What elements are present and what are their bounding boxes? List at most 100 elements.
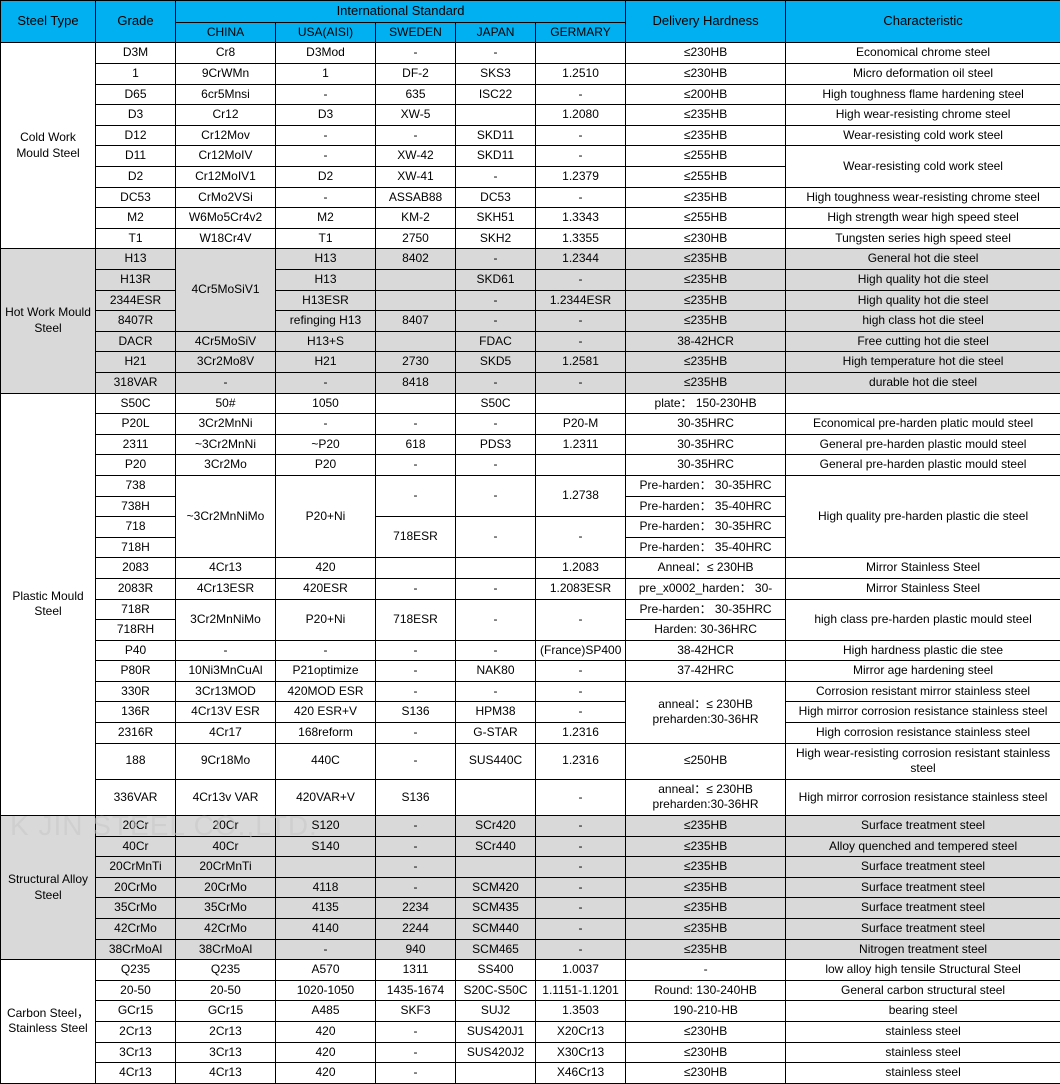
sweden-cell: - — [376, 877, 456, 898]
usa-cell: - — [276, 414, 376, 435]
china-cell: 9CrWMn — [176, 64, 276, 85]
hardness-cell: ≤235HB — [626, 311, 786, 332]
table-row: H13RH13SKD61-≤235HBHigh quality hot die … — [1, 270, 1060, 291]
usa-cell — [276, 857, 376, 878]
germany-cell: - — [536, 919, 626, 940]
char-cell: Surface treatment steel — [786, 857, 1060, 878]
hardness-cell: ≤235HB — [626, 352, 786, 373]
grade-cell: 2Cr13 — [96, 1021, 176, 1042]
grade-cell: D3 — [96, 105, 176, 126]
sweden-cell: - — [376, 125, 456, 146]
usa-cell: 168reform — [276, 723, 376, 744]
grade-cell: M2 — [96, 208, 176, 229]
hardness-cell: ≤230HB — [626, 43, 786, 64]
sweden-cell: XW-42 — [376, 146, 456, 167]
hardness-cell: ≤235HB — [626, 125, 786, 146]
table-row: 2083R4Cr13ESR420ESR--1.2083ESRpre_x0002_… — [1, 578, 1060, 599]
hardness-cell: ≤235HB — [626, 816, 786, 837]
germany-cell: - — [536, 187, 626, 208]
col-usa: USA(AISI) — [276, 22, 376, 43]
japan-cell: NAK80 — [456, 661, 536, 682]
table-row: H213Cr2Mo8VH212730SKD51.2581≤235HBHigh t… — [1, 352, 1060, 373]
china-cell: 4Cr17 — [176, 723, 276, 744]
germany-cell: - — [536, 146, 626, 167]
sweden-cell: - — [376, 816, 456, 837]
col-intl: International Standard — [176, 1, 626, 23]
grade-cell: 4Cr13 — [96, 1063, 176, 1084]
char-cell: Mirror Stainless Steel — [786, 578, 1060, 599]
germany-cell: 1.2316 — [536, 723, 626, 744]
japan-cell: SKH2 — [456, 228, 536, 249]
hardness-cell: ≤235HB — [626, 857, 786, 878]
china-cell: Q235 — [176, 960, 276, 981]
usa-cell: H13 — [276, 249, 376, 270]
germany-cell: 1.2083 — [536, 558, 626, 579]
sweden-cell: 2750 — [376, 228, 456, 249]
japan-cell: SKH51 — [456, 208, 536, 229]
grade-cell: 20CrMo — [96, 877, 176, 898]
table-row: P40----(France)SP40038-42HCRHigh hardnes… — [1, 640, 1060, 661]
hardness-cell: ≤235HB — [626, 249, 786, 270]
grade-cell: 188 — [96, 743, 176, 779]
china-cell: 6cr5Mnsi — [176, 84, 276, 105]
usa-cell: 420ESR — [276, 578, 376, 599]
table-row: D656cr5Mnsi-635ISC22-≤200HBHigh toughnes… — [1, 84, 1060, 105]
japan-cell: SCM465 — [456, 939, 536, 960]
china-cell: W6Mo5Cr4v2 — [176, 208, 276, 229]
grade-cell: P20 — [96, 455, 176, 476]
germany-cell: - — [536, 702, 626, 723]
japan-cell: HPM38 — [456, 702, 536, 723]
hardness-cell: anneal：≤ 230HB preharden:30-36HR — [626, 779, 786, 815]
sweden-cell: - — [376, 578, 456, 599]
usa-cell: - — [276, 84, 376, 105]
usa-cell: 420 — [276, 558, 376, 579]
germany-cell: 1.2738 — [536, 475, 626, 516]
grade-cell: 2083R — [96, 578, 176, 599]
sweden-cell: - — [376, 640, 456, 661]
usa-cell: H13ESR — [276, 290, 376, 311]
table-row: 20CrMo20CrMo4118-SCM420-≤235HBSurface tr… — [1, 877, 1060, 898]
char-cell: General carbon structural steel — [786, 980, 1060, 1001]
col-hardness: Delivery Hardness — [626, 1, 786, 43]
table-row: 2Cr132Cr13420-SUS420J1X20Cr13≤230HBstain… — [1, 1021, 1060, 1042]
grade-cell: D11 — [96, 146, 176, 167]
germany-cell: - — [536, 661, 626, 682]
grade-cell: 718 — [96, 517, 176, 538]
hardness-cell: plate： 150-230HB — [626, 393, 786, 414]
japan-cell: - — [456, 640, 536, 661]
hardness-cell: 30-35HRC — [626, 434, 786, 455]
table-row: M2W6Mo5Cr4v2M2KM-2SKH511.3343≤255HBHigh … — [1, 208, 1060, 229]
grade-cell: 20-50 — [96, 980, 176, 1001]
table-row: P20L3Cr2MnNi---P20-M30-35HRCEconomical p… — [1, 414, 1060, 435]
germany-cell: - — [536, 311, 626, 332]
grade-cell: 136R — [96, 702, 176, 723]
table-row: Plastic Mould SteelS50C50#1050S50Cplate：… — [1, 393, 1060, 414]
china-cell: 4Cr5MoSiV1 — [176, 249, 276, 331]
hardness-cell: ≤235HB — [626, 939, 786, 960]
sweden-cell: 2234 — [376, 898, 456, 919]
table-row: 35CrMo35CrMo41352234SCM435-≤235HBSurface… — [1, 898, 1060, 919]
china-cell: 35CrMo — [176, 898, 276, 919]
china-cell: Cr12MoIV — [176, 146, 276, 167]
japan-cell: - — [456, 372, 536, 393]
sweden-cell: 618 — [376, 434, 456, 455]
usa-cell: 4135 — [276, 898, 376, 919]
germany-cell: - — [536, 836, 626, 857]
usa-cell: A485 — [276, 1001, 376, 1022]
sweden-cell: S136 — [376, 779, 456, 815]
germany-cell: - — [536, 681, 626, 702]
germany-cell — [536, 393, 626, 414]
germany-cell: 1.2311 — [536, 434, 626, 455]
usa-cell: - — [276, 939, 376, 960]
char-cell: Surface treatment steel — [786, 898, 1060, 919]
hardness-cell: ≤255HB — [626, 146, 786, 167]
grade-cell: 20CrMnTi — [96, 857, 176, 878]
sweden-cell: - — [376, 1063, 456, 1084]
table-row: 8407Rrefinging H138407--≤235HBhigh class… — [1, 311, 1060, 332]
sweden-cell: - — [376, 743, 456, 779]
hardness-cell: 37-42HRC — [626, 661, 786, 682]
char-cell — [786, 393, 1060, 414]
hardness-cell: ≤200HB — [626, 84, 786, 105]
china-cell: 2Cr13 — [176, 1021, 276, 1042]
china-cell: 4Cr13v VAR — [176, 779, 276, 815]
